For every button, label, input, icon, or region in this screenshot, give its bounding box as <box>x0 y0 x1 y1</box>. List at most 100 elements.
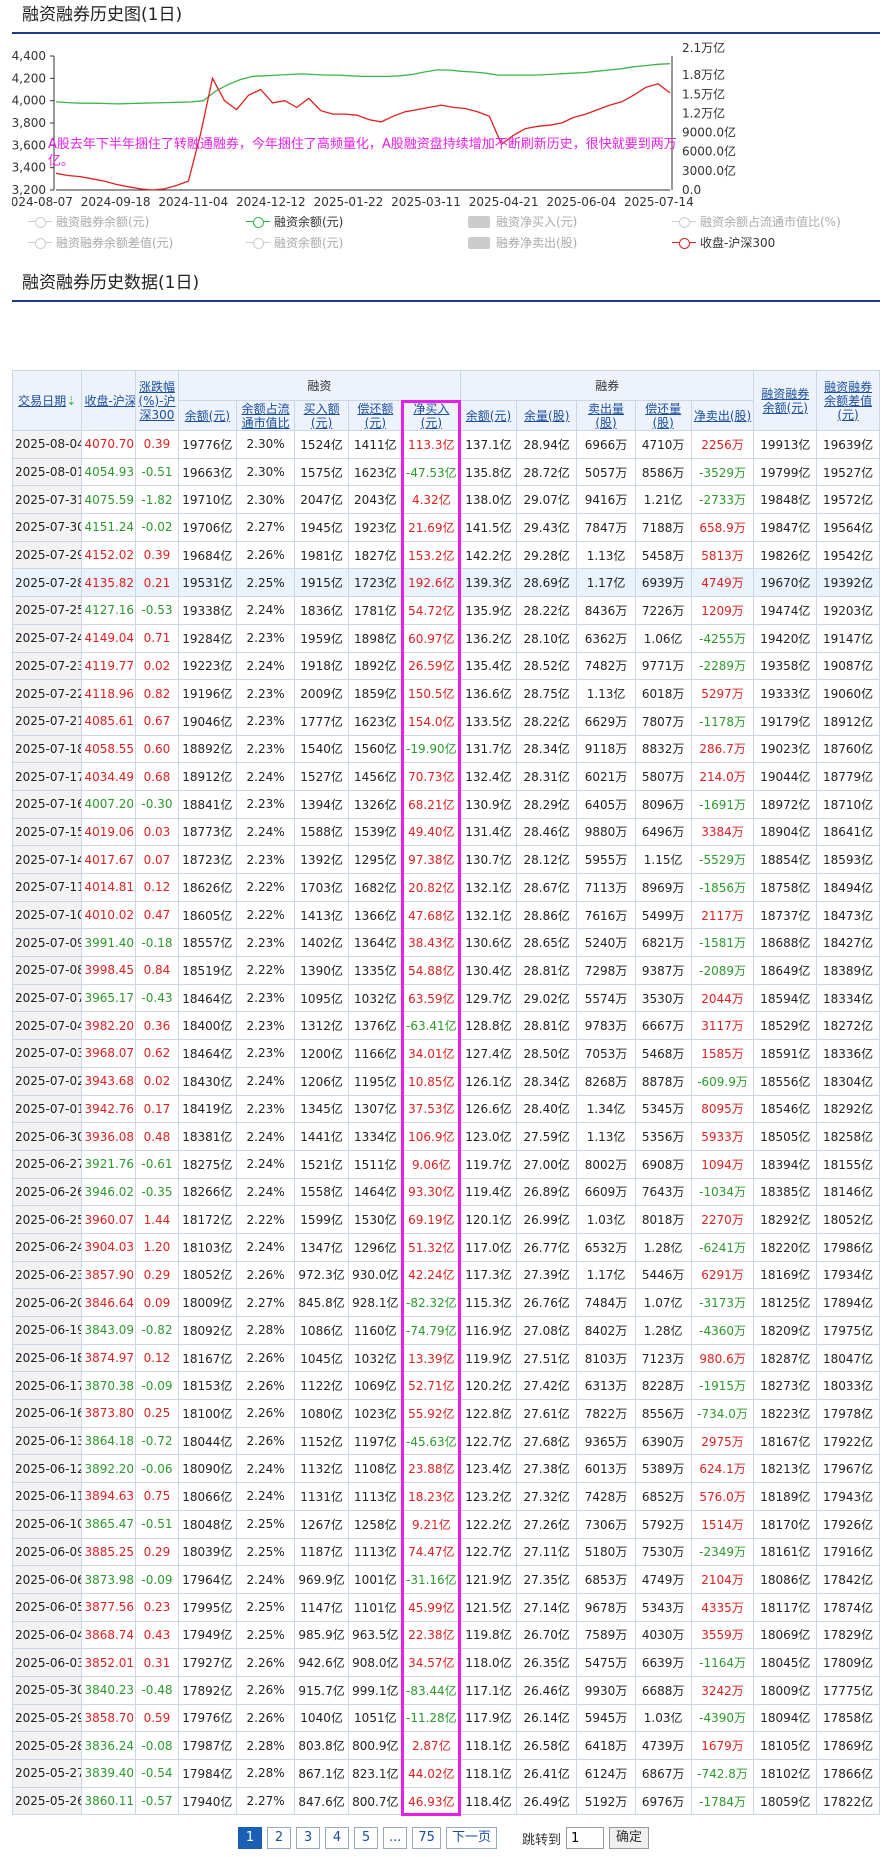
col-date[interactable]: 交易日期⇣ <box>11 370 83 431</box>
cell-12: -1581万 <box>690 928 755 958</box>
page-button[interactable]: 3 <box>296 1827 320 1849</box>
cell-2: -1.82 <box>135 485 179 515</box>
cell-11: 6390万 <box>634 1426 692 1456</box>
cell-3: 18626亿 <box>177 873 237 902</box>
cell-3: 18381亿 <box>177 1122 237 1151</box>
table-row: 2025-07-31 4075.59 -1.82 19710亿 2.30% 2047亿 20… <box>11 485 880 515</box>
legend-item[interactable]: 融资净买入(元) <box>468 213 577 230</box>
page-button[interactable]: 75 <box>412 1827 441 1849</box>
cell-4: 2.24% <box>235 1454 296 1484</box>
col-rz-ratio[interactable]: 余额占流通市值比 <box>235 400 296 431</box>
cell-3: 18172亿 <box>177 1205 237 1234</box>
cell-3: 18400亿 <box>177 1011 237 1041</box>
cell-12: -5529万 <box>690 845 755 874</box>
cell-14: 17858亿 <box>816 1703 880 1733</box>
legend-item[interactable]: 收盘-沪深300 <box>672 234 775 251</box>
cell-12: 624.1万 <box>690 1454 755 1484</box>
cell-2: 0.29 <box>135 1537 179 1567</box>
legend-item[interactable]: 融资融券余额(元) <box>28 213 149 230</box>
cell-12: -1164万 <box>690 1648 755 1677</box>
col-change[interactable]: 涨跌幅(%)-沪深300 <box>135 370 179 431</box>
cell-3: 18464亿 <box>177 983 237 1013</box>
cell-0: 2025-06-06 <box>11 1565 83 1594</box>
cell-0: 2025-06-10 <box>11 1509 83 1539</box>
cell-7: 34.01亿 <box>401 1039 461 1068</box>
page-button[interactable]: 1 <box>238 1827 262 1849</box>
cell-10: 7482万 <box>576 651 636 681</box>
cell-11: 7643万 <box>634 1177 692 1207</box>
cell-13: 18117亿 <box>753 1592 818 1622</box>
cell-6: 1160亿 <box>347 1316 403 1345</box>
cell-1: 4010.02 <box>81 900 137 930</box>
cell-8: 123.4亿 <box>459 1454 517 1484</box>
page-button[interactable]: 5 <box>354 1827 378 1849</box>
cell-1: 3870.38 <box>81 1371 137 1401</box>
cell-1: 3965.17 <box>81 983 137 1013</box>
legend-item[interactable]: 融资余额占流通市值比(%) <box>672 213 841 230</box>
col-rq-volume[interactable]: 余量(股) <box>515 400 578 431</box>
cell-10: 9880万 <box>576 817 636 847</box>
page-button[interactable]: 4 <box>325 1827 349 1849</box>
cell-4: 2.23% <box>235 734 296 764</box>
cell-13: 18688亿 <box>753 928 818 958</box>
cell-4: 2.24% <box>235 1482 296 1511</box>
col-rz-net[interactable]: 净买入(元) <box>401 400 461 431</box>
page-button[interactable]: ... <box>383 1827 408 1849</box>
cell-11: 6867万 <box>634 1759 692 1788</box>
legend-item[interactable]: 融资余额(元) <box>246 234 343 251</box>
cell-9: 28.52亿 <box>515 651 578 681</box>
cell-0: 2025-07-31 <box>11 485 83 515</box>
col-rz-balance[interactable]: 余额(元) <box>177 400 237 431</box>
cell-9: 28.50亿 <box>515 1039 578 1068</box>
col-close[interactable]: 收盘-沪深300 <box>81 370 137 431</box>
x-tick: 2025-04-21 <box>469 195 539 209</box>
cell-5: 985.9亿 <box>294 1620 349 1650</box>
cell-12: -1178万 <box>690 706 755 736</box>
cell-4: 2.22% <box>235 873 296 902</box>
cell-6: 1295亿 <box>347 845 403 874</box>
cell-6: 1539亿 <box>347 817 403 847</box>
page-button[interactable]: 2 <box>267 1827 291 1849</box>
col-rz-buy[interactable]: 买入额(元) <box>294 400 349 431</box>
cell-12: 1094万 <box>690 1149 755 1179</box>
table-row: 2025-06-05 3877.56 0.23 17995亿 2.25% 1147亿 110… <box>11 1592 880 1622</box>
cell-14: 17842亿 <box>816 1565 880 1594</box>
col-rz-repay[interactable]: 偿还额(元) <box>347 400 403 431</box>
cell-6: 800.7亿 <box>347 1786 403 1816</box>
cell-4: 2.24% <box>235 596 296 625</box>
cell-7: -11.28亿 <box>401 1703 461 1733</box>
col-diff[interactable]: 融资融券余额差值(元) <box>816 370 880 431</box>
cell-11: 8832万 <box>634 734 692 764</box>
legend-item[interactable]: 融资融券余额差值(元) <box>28 234 173 251</box>
cell-10: 6013万 <box>576 1454 636 1484</box>
cell-0: 2025-05-28 <box>11 1731 83 1760</box>
cell-6: 1113亿 <box>347 1482 403 1511</box>
col-rq-balance[interactable]: 余额(元) <box>459 400 517 431</box>
cell-8: 122.8亿 <box>459 1399 517 1428</box>
cell-14: 18155亿 <box>816 1149 880 1179</box>
table-row: 2025-05-30 3840.23 -0.48 17892亿 2.26% 915.7亿 9… <box>11 1675 880 1705</box>
cell-14: 18272亿 <box>816 1011 880 1041</box>
col-rq-net[interactable]: 净卖出(股) <box>690 400 755 431</box>
cell-4: 2.24% <box>235 1122 296 1151</box>
legend-item[interactable]: 融券净卖出(股) <box>468 234 577 251</box>
cell-2: -0.08 <box>135 1731 179 1760</box>
cell-10: 5180万 <box>576 1537 636 1567</box>
col-rq-repay[interactable]: 偿还量(股) <box>634 400 692 431</box>
cell-5: 1703亿 <box>294 873 349 902</box>
next-page-button[interactable]: 下一页 <box>445 1827 497 1849</box>
legend-item[interactable]: 融资余额(元) <box>246 213 343 230</box>
col-rq-sell[interactable]: 卖出量(股) <box>576 400 636 431</box>
cell-8: 130.7亿 <box>459 845 517 874</box>
jump-page-input[interactable] <box>565 1827 604 1849</box>
cell-2: 0.23 <box>135 1592 179 1622</box>
cell-3: 17976亿 <box>177 1703 237 1733</box>
cell-9: 26.46亿 <box>515 1675 578 1705</box>
col-total[interactable]: 融资融券余额(元) <box>753 370 818 431</box>
cell-14: 18146亿 <box>816 1177 880 1207</box>
cell-7: 68.21亿 <box>401 789 461 819</box>
confirm-button[interactable]: 确定 <box>608 1827 649 1849</box>
table-row: 2025-07-03 3968.07 0.62 18464亿 2.23% 1200亿 116… <box>11 1039 880 1068</box>
cell-7: 74.47亿 <box>401 1537 461 1567</box>
cell-0: 2025-08-04 <box>11 430 83 459</box>
